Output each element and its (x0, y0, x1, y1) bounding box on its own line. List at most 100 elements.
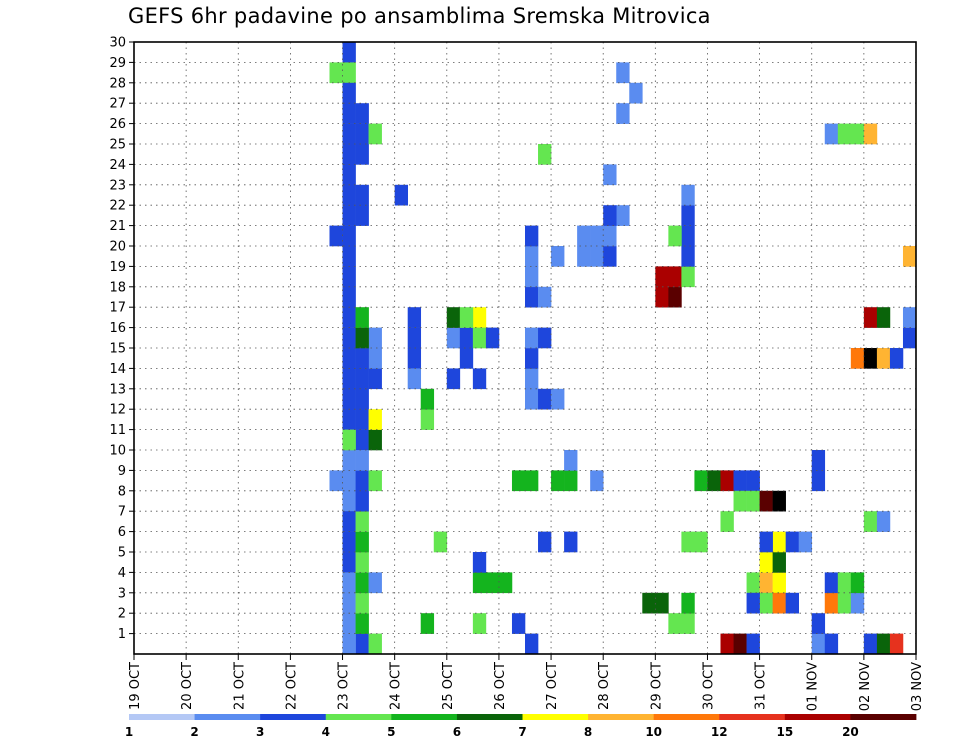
heatmap-cell (681, 531, 695, 553)
chart-title: GEFS 6hr padavine po ansamblima Sremska … (128, 4, 711, 28)
heatmap-cell (342, 470, 356, 492)
heatmap-cell (655, 286, 669, 308)
heatmap-cell (342, 144, 356, 165)
heatmap-cell (355, 184, 369, 206)
heatmap-cell (472, 327, 487, 349)
heatmap-cell (824, 123, 839, 145)
x-tick-label: 30 OCT (701, 662, 716, 710)
heatmap-cell (407, 368, 422, 390)
x-tick-label: 23 OCT (337, 662, 352, 710)
heatmap-cell (837, 123, 852, 145)
y-tick-label: 11 (109, 423, 126, 438)
heatmap-cell (616, 103, 630, 124)
heatmap-cell (746, 470, 760, 492)
heatmap-cell (681, 266, 695, 288)
y-tick-label: 22 (109, 199, 126, 214)
heatmap-cell (525, 266, 539, 288)
color-legend: 1 2 3 4 5 6 7 8 10 12 15 20 (125, 714, 917, 739)
heatmap-cell (355, 205, 369, 226)
heatmap-cell (785, 592, 799, 614)
heatmap-cell (342, 552, 356, 573)
heatmap-cell (329, 62, 343, 84)
heatmap-cell (824, 633, 839, 655)
x-tick-label: 24 OCT (389, 662, 404, 710)
heatmap-cell (459, 348, 474, 369)
heatmap-cell (889, 348, 904, 369)
heatmap-cell (655, 266, 669, 288)
heatmap-cell (668, 225, 682, 247)
legend-color-swatch (391, 714, 458, 720)
heatmap-cell (811, 633, 826, 655)
legend-color-swatch (653, 714, 720, 720)
x-tick-label: 25 OCT (441, 662, 456, 710)
heatmap-cell (472, 572, 487, 594)
heatmap-cell (355, 144, 369, 165)
heatmap-cell (603, 205, 617, 226)
heatmap-cell (720, 470, 734, 492)
heatmap-cell (876, 348, 891, 369)
y-tick-label: 16 (109, 321, 126, 336)
y-tick-label: 30 (109, 36, 126, 51)
heatmap-cell (590, 225, 604, 247)
heatmap-cell (472, 552, 487, 573)
y-tick-label: 28 (109, 76, 126, 91)
legend-color-swatch (456, 714, 523, 720)
heatmap-cell (342, 307, 356, 328)
heatmap-cell (355, 409, 369, 430)
y-tick-label: 25 (109, 138, 126, 153)
legend-color-swatch (719, 714, 786, 720)
heatmap-cell (420, 409, 435, 430)
heatmap-cell (511, 613, 526, 634)
heatmap-cell (525, 246, 539, 267)
heatmap-cell (446, 327, 461, 349)
heatmap-cell (355, 388, 369, 410)
heatmap-cell (811, 470, 826, 492)
legend-color-swatch (325, 714, 392, 720)
heatmap-cell (863, 307, 878, 328)
heatmap-cell (525, 286, 539, 308)
x-tick-label: 28 OCT (597, 662, 612, 710)
heatmap-cell (889, 633, 904, 655)
heatmap-cell (355, 450, 369, 471)
heatmap-cell (733, 470, 747, 492)
heatmap-cell (342, 633, 356, 655)
heatmap-cell (342, 592, 356, 614)
heatmap-cell (824, 592, 839, 614)
heatmap-cell (368, 368, 382, 390)
heatmap-cell (485, 572, 500, 594)
y-axis: 1234567891011121314151617181920212223242… (109, 36, 134, 642)
heatmap-cell (342, 450, 356, 471)
heatmap-cell (863, 633, 878, 655)
heatmap-cell (590, 246, 604, 267)
heatmap-cell (902, 327, 917, 349)
heatmap-cell (811, 450, 826, 471)
legend-label: 4 (322, 725, 330, 739)
x-tick-label: 01 NOV (806, 662, 821, 711)
heatmap-cell (681, 592, 695, 614)
heatmap-cell (876, 307, 891, 328)
heatmap-cell (407, 327, 422, 349)
heatmap-cell (433, 531, 448, 553)
heatmap-cell (551, 388, 565, 410)
x-tick-label: 27 OCT (545, 662, 560, 710)
heatmap-cell (407, 307, 422, 328)
heatmap-cell (733, 633, 747, 655)
heatmap-cell (355, 572, 369, 594)
heatmap-cell (616, 205, 630, 226)
x-tick-label: 03 NOV (910, 662, 925, 711)
heatmap-cell (850, 572, 865, 594)
y-tick-label: 15 (109, 342, 126, 357)
heatmap-cell (564, 531, 578, 553)
y-tick-label: 12 (109, 403, 126, 418)
y-tick-label: 13 (109, 382, 126, 397)
heatmap-cell (759, 572, 773, 594)
heatmap-cell (837, 572, 852, 594)
y-tick-label: 7 (118, 505, 126, 520)
legend-color-swatch (522, 714, 589, 720)
heatmap-cell (720, 633, 734, 655)
y-tick-label: 29 (109, 56, 126, 71)
heatmap-cell (355, 633, 369, 655)
heatmap-cell (355, 511, 369, 532)
heatmap-cell (342, 368, 356, 390)
heatmap-cell (355, 470, 369, 492)
